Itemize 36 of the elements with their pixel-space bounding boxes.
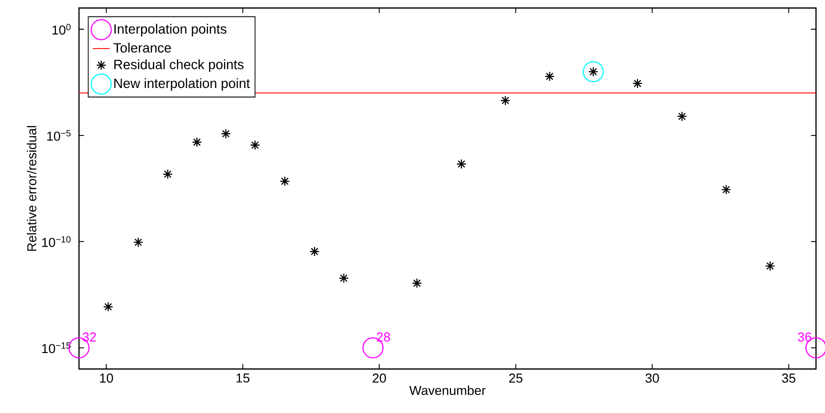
point xyxy=(280,176,290,186)
y-tick-label: 10$^{−5}$ xyxy=(47,130,71,141)
annotation: 28 xyxy=(376,332,390,342)
point xyxy=(765,260,776,272)
x-tick-label: 20 xyxy=(372,374,386,383)
y-tick-label: 10$^{−10}$ xyxy=(42,236,71,247)
legend-label: Residual check points xyxy=(114,59,244,72)
point xyxy=(582,61,604,82)
x-tick-label: 10 xyxy=(100,374,113,383)
point xyxy=(220,128,231,139)
y-axis-title: Relative error/residual xyxy=(26,126,36,251)
legend-label: Tolerance xyxy=(114,42,171,53)
point xyxy=(544,71,555,82)
point xyxy=(133,237,144,248)
point xyxy=(192,137,202,148)
x-axis-title: Wavenumber xyxy=(409,386,486,396)
annotation: 32 xyxy=(82,332,96,342)
annotation: 36 xyxy=(798,332,812,342)
point xyxy=(721,184,732,195)
point xyxy=(162,169,173,180)
x-tick-label: 25 xyxy=(509,374,522,383)
point xyxy=(676,111,688,122)
x-tick-label: 15 xyxy=(236,374,250,383)
x-tick-label: 30 xyxy=(646,374,659,383)
legend-label: Interpolation points xyxy=(114,24,226,36)
y-tick-label: 10$^{0}$ xyxy=(52,24,71,35)
point xyxy=(338,273,349,284)
point xyxy=(500,95,510,106)
x-tick-label: 35 xyxy=(782,374,796,383)
point xyxy=(103,302,114,312)
point xyxy=(632,78,643,88)
point xyxy=(456,158,466,170)
legend-label: New interpolation point xyxy=(114,78,250,91)
point xyxy=(250,140,260,150)
point xyxy=(412,278,422,288)
point xyxy=(310,246,320,257)
